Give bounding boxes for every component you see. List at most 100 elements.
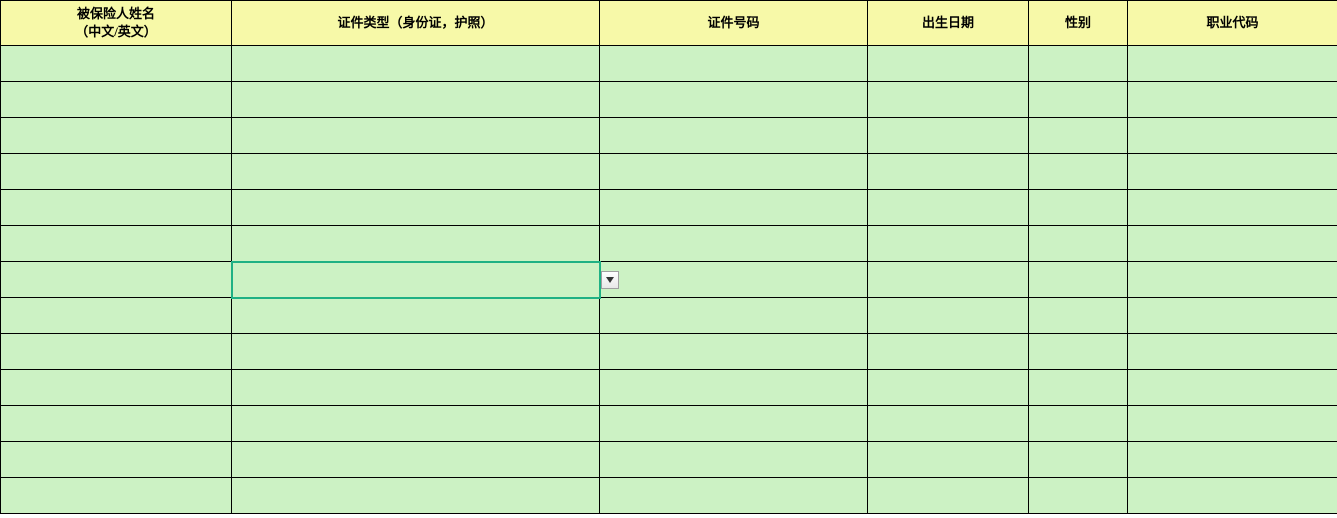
table-cell[interactable] <box>1029 46 1128 82</box>
table-cell[interactable] <box>232 226 600 262</box>
header-label-line1: 性别 <box>1065 15 1091 30</box>
table-cell[interactable] <box>1 442 232 478</box>
table-cell[interactable] <box>1128 190 1337 226</box>
table-cell[interactable] <box>1128 442 1337 478</box>
header-label-line1: 证件类型（身份证，护照） <box>337 15 493 30</box>
table-cell[interactable] <box>600 478 868 514</box>
table-cell[interactable] <box>1029 154 1128 190</box>
table-cell[interactable] <box>600 334 868 370</box>
table-row <box>1 154 1337 190</box>
table-cell[interactable] <box>868 226 1029 262</box>
table-cell[interactable] <box>1128 406 1337 442</box>
table-cell[interactable] <box>1128 118 1337 154</box>
table-cell[interactable] <box>1029 118 1128 154</box>
table-row <box>1 298 1337 334</box>
table-cell[interactable] <box>1 370 232 406</box>
table-cell[interactable] <box>868 370 1029 406</box>
table-cell[interactable] <box>232 154 600 190</box>
table-cell[interactable] <box>232 406 600 442</box>
table-row <box>1 406 1337 442</box>
table-cell[interactable] <box>1 298 232 334</box>
table-cell[interactable] <box>1 226 232 262</box>
table-header-cell: 出生日期 <box>868 1 1029 46</box>
table-cell[interactable] <box>868 298 1029 334</box>
table-cell[interactable] <box>600 118 868 154</box>
table-cell[interactable] <box>1128 334 1337 370</box>
table-cell[interactable] <box>600 442 868 478</box>
table-cell[interactable] <box>868 154 1029 190</box>
table-cell[interactable] <box>1128 226 1337 262</box>
table-cell[interactable] <box>868 46 1029 82</box>
table-cell[interactable] <box>1 82 232 118</box>
table-row <box>1 226 1337 262</box>
table-cell[interactable] <box>1029 298 1128 334</box>
table-cell[interactable] <box>232 118 600 154</box>
table-cell[interactable] <box>1128 46 1337 82</box>
dropdown-button[interactable] <box>601 271 619 289</box>
table-header-cell: 职业代码 <box>1128 1 1337 46</box>
table-cell[interactable] <box>1128 154 1337 190</box>
table-header-cell: 性别 <box>1029 1 1128 46</box>
table-cell[interactable] <box>232 190 600 226</box>
table-cell[interactable] <box>1 154 232 190</box>
table-cell[interactable] <box>232 370 600 406</box>
table-cell[interactable] <box>868 478 1029 514</box>
header-label-line1: 职业代码 <box>1206 15 1258 30</box>
table-cell[interactable] <box>868 118 1029 154</box>
table-cell[interactable] <box>1 262 232 298</box>
table-cell[interactable] <box>1029 478 1128 514</box>
table-cell[interactable] <box>232 82 600 118</box>
table-cell[interactable] <box>600 298 868 334</box>
table-row <box>1 262 1337 298</box>
table-cell[interactable] <box>1 46 232 82</box>
table-row <box>1 370 1337 406</box>
table-cell[interactable] <box>600 190 868 226</box>
table-cell[interactable] <box>1 334 232 370</box>
header-label-line1: 出生日期 <box>922 15 974 30</box>
table-cell[interactable] <box>1029 190 1128 226</box>
table-header-cell: 被保险人姓名（中文/英文） <box>1 1 232 46</box>
table-cell[interactable] <box>1128 370 1337 406</box>
table-cell[interactable] <box>232 262 600 298</box>
table-cell[interactable] <box>232 478 600 514</box>
table-row <box>1 46 1337 82</box>
table-cell[interactable] <box>232 298 600 334</box>
table-cell[interactable] <box>1029 442 1128 478</box>
table-cell[interactable] <box>1 118 232 154</box>
table-cell[interactable] <box>1029 262 1128 298</box>
table-cell[interactable] <box>1029 82 1128 118</box>
table-cell[interactable] <box>868 334 1029 370</box>
table-cell[interactable] <box>868 406 1029 442</box>
table-cell[interactable] <box>1029 370 1128 406</box>
table-cell[interactable] <box>232 442 600 478</box>
table-cell[interactable] <box>1128 82 1337 118</box>
table-cell[interactable] <box>868 190 1029 226</box>
table-header-row: 被保险人姓名（中文/英文）证件类型（身份证，护照）证件号码出生日期性别职业代码 <box>1 1 1337 46</box>
table-cell[interactable] <box>600 406 868 442</box>
table-cell[interactable] <box>1128 262 1337 298</box>
table-cell[interactable] <box>1128 478 1337 514</box>
table-row <box>1 82 1337 118</box>
table-cell[interactable] <box>600 46 868 82</box>
table-cell[interactable] <box>1029 334 1128 370</box>
table-row <box>1 118 1337 154</box>
table-cell[interactable] <box>1 406 232 442</box>
table-cell[interactable] <box>600 82 868 118</box>
table-cell[interactable] <box>1 190 232 226</box>
table-header-cell: 证件类型（身份证，护照） <box>232 1 600 46</box>
table-row <box>1 190 1337 226</box>
table-cell[interactable] <box>1029 406 1128 442</box>
table-cell[interactable] <box>1 478 232 514</box>
table-cell[interactable] <box>1029 226 1128 262</box>
table-cell[interactable] <box>600 154 868 190</box>
table-cell[interactable] <box>600 370 868 406</box>
table-cell[interactable] <box>232 334 600 370</box>
table-cell[interactable] <box>600 262 868 298</box>
table-cell[interactable] <box>600 226 868 262</box>
table-cell[interactable] <box>232 46 600 82</box>
table-cell[interactable] <box>868 442 1029 478</box>
chevron-down-icon <box>606 277 614 283</box>
table-cell[interactable] <box>868 82 1029 118</box>
table-cell[interactable] <box>868 262 1029 298</box>
table-cell[interactable] <box>1128 298 1337 334</box>
